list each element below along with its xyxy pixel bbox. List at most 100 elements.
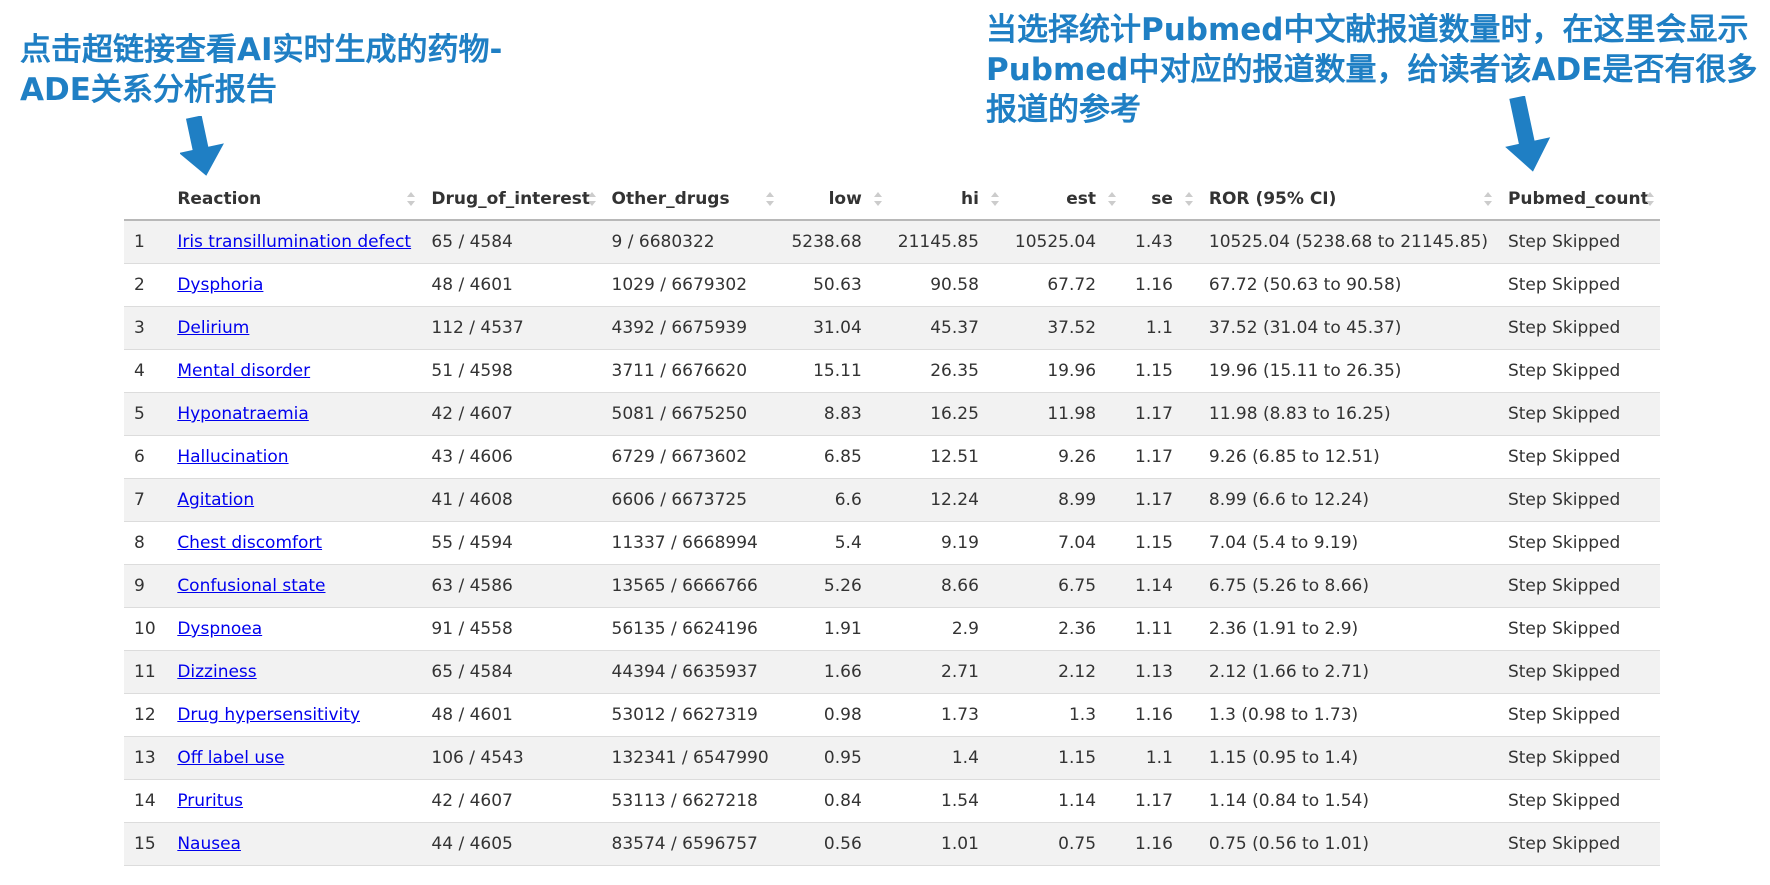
table-row: 8 Chest discomfort 55 / 4594 11337 / 666899… (124, 521, 1660, 565)
row-index: 3 (124, 306, 168, 350)
ror-cell: 6.75 (5.26 to 8.66) (1198, 564, 1498, 608)
drug-of-interest-cell: 112 / 4537 (421, 306, 602, 350)
pubmed-count-cell: Step Skipped (1497, 521, 1660, 565)
sort-icon[interactable] (407, 192, 416, 206)
reaction-link[interactable]: Dizziness (177, 662, 257, 682)
low-cell: 6.85 (780, 435, 888, 479)
header-ror[interactable]: ROR (95% CI) (1198, 179, 1498, 221)
row-index: 6 (124, 435, 168, 479)
other-drugs-cell: 6606 / 6673725 (601, 478, 781, 522)
header-reaction[interactable]: Reaction (167, 179, 422, 221)
low-cell: 8.83 (780, 392, 888, 436)
other-drugs-cell: 56135 / 6624196 (601, 607, 781, 651)
row-index: 11 (124, 650, 168, 694)
other-drugs-cell: 4392 / 6675939 (601, 306, 781, 350)
drug-of-interest-cell: 43 / 4606 (421, 435, 602, 479)
header-pubmed-count[interactable]: Pubmed_count (1497, 179, 1660, 221)
ror-cell: 2.36 (1.91 to 2.9) (1198, 607, 1498, 651)
reaction-link[interactable]: Off label use (177, 748, 285, 768)
reaction-link[interactable]: Hyponatraemia (177, 404, 309, 424)
pubmed-count-cell: Step Skipped (1497, 607, 1660, 651)
table-row: 6 Hallucination 43 / 4606 6729 / 6673602 6.8… (124, 435, 1660, 479)
other-drugs-cell: 9 / 6680322 (601, 220, 781, 264)
header-label: Reaction (177, 189, 262, 209)
hi-cell: 12.24 (887, 478, 1005, 522)
ror-cell: 10525.04 (5238.68 to 21145.85) (1198, 220, 1498, 264)
reaction-link[interactable]: Pruritus (177, 791, 244, 811)
est-cell: 67.72 (1004, 263, 1123, 307)
sort-icon[interactable] (1646, 192, 1654, 206)
header-label: ROR (95% CI) (1208, 189, 1337, 209)
header-est[interactable]: est (1004, 179, 1123, 221)
drug-of-interest-cell: 42 / 4607 (421, 779, 602, 823)
header-se[interactable]: se (1122, 179, 1199, 221)
table-row: 2 Dysphoria 48 / 4601 1029 / 6679302 50.63 90… (124, 263, 1660, 307)
sort-icon[interactable] (766, 192, 775, 206)
ror-cell: 9.26 (6.85 to 12.51) (1198, 435, 1498, 479)
drug-of-interest-cell: 48 / 4601 (421, 693, 602, 737)
reaction-link[interactable]: Hallucination (177, 447, 289, 467)
sort-icon[interactable] (873, 192, 882, 206)
reaction-link[interactable]: Mental disorder (177, 361, 311, 381)
row-index: 4 (124, 349, 168, 393)
drug-of-interest-cell: 55 / 4594 (421, 521, 602, 565)
low-cell: 15.11 (780, 349, 888, 393)
drug-of-interest-cell: 91 / 4558 (421, 607, 602, 651)
sort-icon[interactable] (1483, 192, 1492, 206)
row-index: 15 (124, 822, 168, 866)
table-header-row: Reaction Drug_of_interest Other_drugs lo… (124, 179, 1660, 221)
low-cell: 1.66 (780, 650, 888, 694)
se-cell: 1.15 (1122, 521, 1199, 565)
row-index: 7 (124, 478, 168, 522)
se-cell: 1.43 (1122, 220, 1199, 264)
est-cell: 7.04 (1004, 521, 1123, 565)
reaction-cell: Iris transillumination defect (167, 220, 422, 264)
reaction-link[interactable]: Confusional state (177, 576, 326, 596)
table-row: 5 Hyponatraemia 42 / 4607 5081 / 6675250 8.8… (124, 392, 1660, 436)
sort-icon[interactable] (1108, 192, 1117, 206)
header-hi[interactable]: hi (887, 179, 1005, 221)
reaction-cell: Dysphoria (167, 263, 422, 307)
row-index: 14 (124, 779, 168, 823)
se-cell: 1.15 (1122, 349, 1199, 393)
ror-cell: 37.52 (31.04 to 45.37) (1198, 306, 1498, 350)
drug-of-interest-cell: 51 / 4598 (421, 349, 602, 393)
reaction-link[interactable]: Nausea (177, 834, 241, 854)
est-cell: 1.15 (1004, 736, 1123, 780)
header-label: se (1151, 189, 1173, 209)
sort-icon[interactable] (1184, 192, 1193, 206)
hi-cell: 16.25 (887, 392, 1005, 436)
ror-cell: 1.14 (0.84 to 1.54) (1198, 779, 1498, 823)
hi-cell: 45.37 (887, 306, 1005, 350)
sort-icon[interactable] (990, 192, 999, 206)
reaction-link[interactable]: Dysphoria (177, 275, 264, 295)
row-index: 12 (124, 693, 168, 737)
reaction-cell: Nausea (167, 822, 422, 866)
reaction-cell: Dizziness (167, 650, 422, 694)
drug-of-interest-cell: 65 / 4584 (421, 650, 602, 694)
reaction-link[interactable]: Chest discomfort (177, 533, 323, 553)
ror-cell: 2.12 (1.66 to 2.71) (1198, 650, 1498, 694)
drug-of-interest-cell: 106 / 4543 (421, 736, 602, 780)
est-cell: 2.12 (1004, 650, 1123, 694)
other-drugs-cell: 6729 / 6673602 (601, 435, 781, 479)
table-row: 7 Agitation 41 / 4608 6606 / 6673725 6.6 12.2… (124, 478, 1660, 522)
est-cell: 0.75 (1004, 822, 1123, 866)
pubmed-count-cell: Step Skipped (1497, 392, 1660, 436)
other-drugs-cell: 1029 / 6679302 (601, 263, 781, 307)
reaction-link[interactable]: Dyspnoea (177, 619, 263, 639)
header-other-drugs[interactable]: Other_drugs (601, 179, 781, 221)
reaction-link[interactable]: Delirium (177, 318, 250, 338)
se-cell: 1.17 (1122, 435, 1199, 479)
est-cell: 11.98 (1004, 392, 1123, 436)
reaction-cell: Dyspnoea (167, 607, 422, 651)
header-low[interactable]: low (780, 179, 888, 221)
se-cell: 1.14 (1122, 564, 1199, 608)
reaction-link[interactable]: Drug hypersensitivity (177, 705, 361, 725)
low-cell: 31.04 (780, 306, 888, 350)
header-drug-of-interest[interactable]: Drug_of_interest (421, 179, 602, 221)
sort-icon[interactable] (587, 192, 596, 206)
reaction-link[interactable]: Agitation (177, 490, 255, 510)
reaction-link[interactable]: Iris transillumination defect (177, 232, 412, 252)
